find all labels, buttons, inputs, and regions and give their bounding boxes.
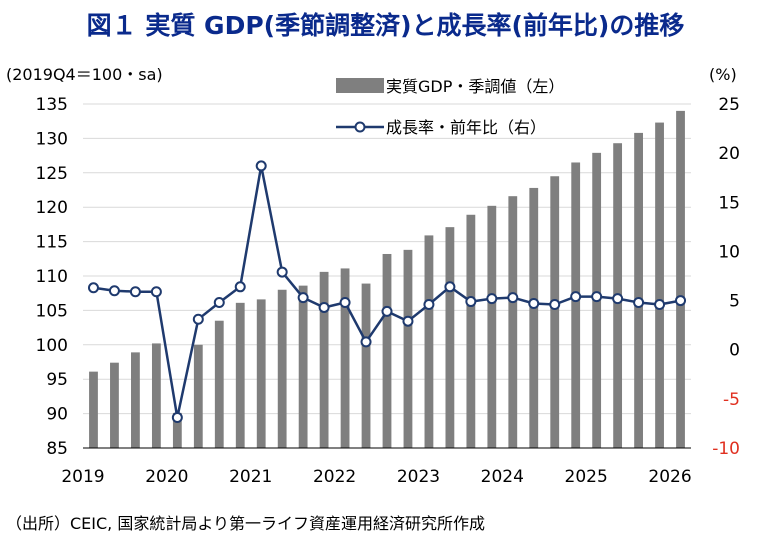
gdp-bar-2024Q4 — [571, 162, 581, 449]
gdp-bar-2022Q2 — [361, 283, 371, 448]
gdp-bar-2021Q1 — [256, 299, 266, 448]
right-tick-label: 5 — [729, 292, 740, 312]
gdp-bar-2022Q3 — [382, 253, 392, 448]
gdp-bar-2020Q1 — [172, 412, 182, 448]
gdp-bar-2020Q2 — [193, 344, 203, 448]
left-axis-ticks: 85 90 95 100 105 110 115 120 125 130 135 — [36, 95, 68, 459]
x-tick-label: 2019 — [61, 467, 104, 487]
growth-point-2022Q4 — [402, 315, 414, 327]
growth-point-2019Q1 — [87, 282, 99, 294]
gdp-bar-2022Q1 — [340, 268, 350, 448]
left-tick-label: 110 — [36, 267, 68, 287]
growth-point-2020Q3 — [213, 297, 225, 309]
x-tick-label: 2023 — [397, 467, 440, 487]
growth-point-2024Q3 — [549, 299, 561, 311]
growth-point-2025Q3 — [633, 297, 645, 309]
growth-point-2021Q2 — [276, 266, 288, 278]
growth-point-2021Q3 — [297, 292, 309, 304]
gdp-bar-2025Q3 — [634, 132, 643, 448]
left-tick-label: 105 — [36, 301, 68, 321]
gdp-bar-2025Q4 — [655, 122, 664, 449]
source-note: （出所）CEIC, 国家統計局より第一ライフ資産運用経済研究所作成 — [6, 514, 486, 533]
right-axis-ticks: -10 -5 0 5 10 15 20 25 — [712, 95, 740, 459]
growth-point-2026Q1 — [675, 295, 687, 307]
x-tick-label: 2024 — [481, 467, 524, 487]
left-axis-unit: (2019Q4＝100・sa) — [6, 65, 163, 84]
growth-point-2025Q2 — [612, 293, 624, 305]
growth-point-2020Q1 — [171, 412, 183, 424]
left-tick-label: 135 — [36, 95, 68, 115]
growth-point-2023Q2 — [444, 281, 456, 293]
growth-point-2020Q2 — [192, 313, 204, 325]
growth-point-2022Q1 — [339, 297, 351, 309]
gdp-bar-2022Q4 — [403, 249, 413, 448]
growth-point-2022Q3 — [381, 305, 393, 317]
gdp-bar-2023Q2 — [445, 227, 455, 448]
right-tick-label: 0 — [729, 341, 740, 361]
gdp-bar-2023Q3 — [466, 214, 476, 448]
x-tick-label: 2025 — [565, 467, 608, 487]
growth-point-2025Q4 — [654, 299, 666, 311]
gdp-bar-2020Q3 — [214, 320, 224, 448]
right-tick-label: 15 — [718, 193, 740, 213]
gdp-bar-2020Q4 — [235, 302, 245, 448]
left-tick-label: 95 — [46, 370, 68, 390]
growth-point-2019Q4 — [150, 286, 162, 298]
growth-point-2021Q4 — [318, 301, 330, 313]
gdp-bar-2026Q1 — [676, 110, 685, 448]
gdp-bar-2024Q1 — [508, 196, 518, 448]
gdp-bar-2021Q2 — [277, 289, 287, 448]
gdp-bar-2023Q4 — [487, 205, 497, 448]
right-tick-label: 20 — [718, 144, 740, 164]
legend-label-gdp: 実質GDP・季調値（左） — [386, 77, 564, 96]
right-axis-unit: (%) — [709, 65, 737, 84]
left-tick-label: 120 — [36, 198, 68, 218]
growth-point-2019Q2 — [108, 285, 120, 297]
left-tick-label: 130 — [36, 129, 68, 149]
right-tick-label: -5 — [723, 390, 740, 410]
growth-point-2024Q1 — [507, 292, 519, 304]
growth-point-2020Q4 — [234, 281, 246, 293]
x-axis-ticks: 2019 2020 2021 2022 2023 2024 2025 2026 — [61, 467, 691, 487]
gdp-bar-2019Q1 — [89, 371, 98, 448]
growth-point-2021Q1 — [255, 160, 267, 172]
right-tick-label: 25 — [718, 95, 740, 115]
gdp-bar-2024Q2 — [529, 187, 539, 448]
gdp-bar-2019Q3 — [131, 352, 140, 448]
growth-point-2023Q4 — [486, 293, 498, 305]
gdp-bar-2021Q4 — [319, 271, 329, 448]
x-tick-label: 2022 — [313, 467, 356, 487]
growth-line — [87, 160, 687, 424]
gdp-bar-2024Q3 — [550, 176, 560, 449]
growth-point-2023Q3 — [465, 296, 477, 308]
growth-point-2024Q4 — [570, 291, 582, 303]
growth-point-2022Q2 — [360, 336, 372, 348]
x-tick-label: 2020 — [145, 467, 188, 487]
left-tick-label: 100 — [36, 336, 68, 356]
left-tick-label: 125 — [36, 164, 68, 184]
left-tick-label: 85 — [46, 439, 68, 459]
gdp-bar-2021Q3 — [298, 285, 308, 448]
growth-point-2025Q1 — [591, 291, 603, 303]
gdp-bars — [89, 110, 685, 449]
gdp-bar-2019Q4 — [151, 343, 161, 448]
legend-swatch-gdp — [336, 78, 384, 93]
left-tick-label: 90 — [46, 405, 68, 425]
gdp-bar-2023Q1 — [424, 235, 434, 448]
growth-point-2019Q3 — [129, 286, 141, 298]
growth-point-2024Q2 — [528, 298, 540, 310]
legend-swatch-growth-marker — [354, 121, 366, 133]
gdp-bar-2019Q2 — [110, 362, 119, 448]
right-tick-label: -10 — [712, 439, 740, 459]
growth-point-2023Q1 — [423, 299, 435, 311]
legend: 実質GDP・季調値（左） 成長率・前年比（右） — [336, 77, 564, 137]
chart-title: 図１ 実質 GDP(季節調整済)と成長率(前年比)の推移 — [86, 11, 685, 40]
right-tick-label: 10 — [718, 242, 740, 262]
legend-label-growth: 成長率・前年比（右） — [386, 118, 546, 137]
left-tick-label: 115 — [36, 233, 68, 253]
x-tick-label: 2021 — [229, 467, 272, 487]
x-tick-label: 2026 — [648, 467, 691, 487]
